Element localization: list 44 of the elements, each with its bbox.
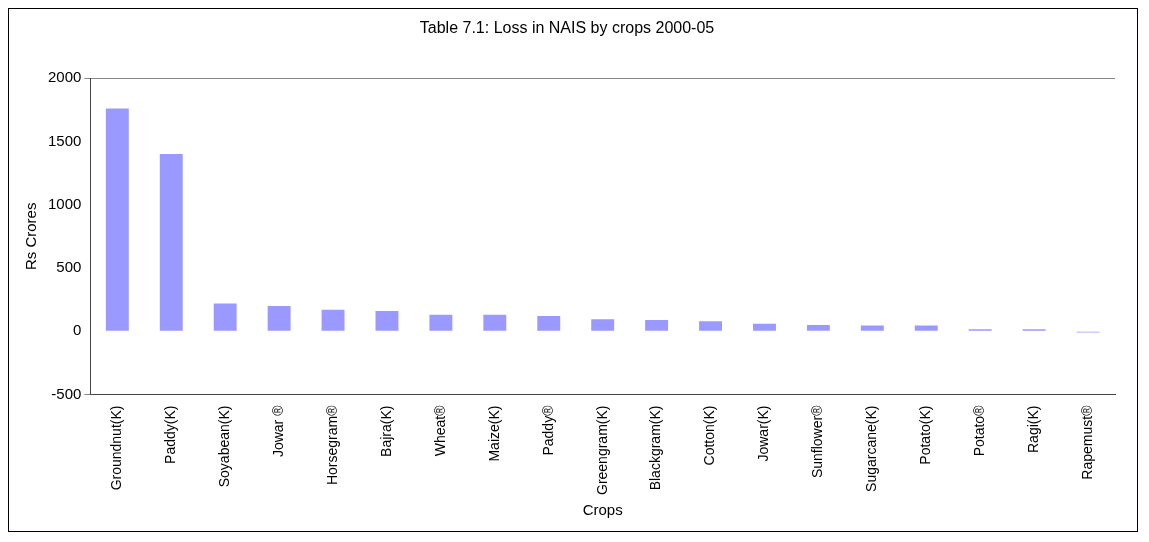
bar (483, 314, 507, 331)
bar (806, 324, 830, 331)
bar (375, 311, 399, 331)
x-tick-label: Rapemust® (1078, 404, 1095, 480)
x-tick-label: Blackgram(K) (647, 405, 664, 491)
y-tick-label: 2000 (47, 68, 82, 86)
x-tick-label: Greengram(K) (593, 405, 610, 495)
x-tick-label: Sunflower® (809, 404, 826, 479)
x-tick-label: Cotton(K) (701, 405, 718, 466)
y-tick-label: 1000 (47, 194, 82, 212)
x-tick-label: Groundnut(K) (108, 405, 125, 491)
bar (105, 108, 129, 331)
bar (914, 325, 938, 331)
x-tick-label: Paddy(K) (162, 405, 179, 464)
x-tick-label: Sugarcane(K) (863, 405, 880, 492)
bar (860, 325, 884, 331)
bar (645, 319, 669, 331)
x-tick-label: Ragi(K) (1024, 405, 1041, 453)
x-tick-label: Wheat® (431, 404, 448, 457)
bar (591, 319, 615, 331)
y-tick-label: 500 (56, 258, 82, 276)
bar (699, 321, 722, 331)
bar (213, 303, 237, 331)
x-tick-label: Jowar ® (269, 404, 286, 458)
y-axis-title: Rs Crores (22, 202, 40, 271)
x-tick-label: Potato(K) (917, 405, 934, 465)
x-tick-label: Jowar(K) (755, 405, 772, 462)
bar (321, 309, 345, 331)
x-tick-label: Soyabean(K) (216, 405, 233, 488)
x-tick-label: Maize(K) (485, 405, 502, 462)
bar (429, 314, 453, 331)
x-tick-label: Paddy® (539, 404, 556, 456)
x-axis-title: Crops (582, 501, 623, 519)
y-tick-label: 1500 (47, 131, 82, 149)
bar (753, 323, 776, 331)
bar (267, 305, 291, 331)
x-tick-label: Potato® (971, 404, 988, 457)
y-tick-label: 0 (73, 321, 82, 339)
bar (537, 316, 561, 331)
chart-title: Table 7.1: Loss in NAIS by crops 2000-05 (419, 19, 715, 37)
x-tick-label: Horsegram® (323, 404, 340, 486)
x-tick-label: Bajra(K) (377, 405, 394, 457)
bar (159, 154, 183, 331)
y-tick-label: -500 (51, 384, 82, 402)
